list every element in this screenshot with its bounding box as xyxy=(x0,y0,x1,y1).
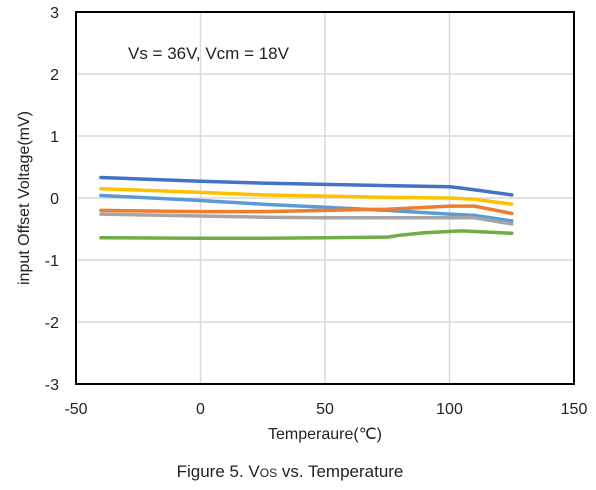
y-tick-label: 1 xyxy=(50,129,59,146)
caption-subscript: OS xyxy=(260,466,277,480)
y-axis-label: input Offset Voltage(mV) xyxy=(16,111,33,285)
x-tick-label: 0 xyxy=(196,401,205,418)
figure-caption: Figure 5. VOS vs. Temperature xyxy=(177,462,404,481)
series-line-4 xyxy=(99,204,514,216)
y-tick-label: 0 xyxy=(50,191,59,208)
axis-layer xyxy=(75,11,575,385)
label-layer: -50 0 50 100 150 -3 -2 -1 0 1 2 3 xyxy=(45,5,588,418)
x-tick-label: 100 xyxy=(436,401,463,418)
caption-suffix: vs. Temperature xyxy=(277,462,403,481)
plot-frame xyxy=(75,11,575,385)
x-tick-label: -50 xyxy=(64,401,87,418)
y-tick-label: -1 xyxy=(45,253,59,270)
series-line-6 xyxy=(99,229,514,241)
chart-annotation: Vs = 36V, Vcm = 18V xyxy=(128,44,290,63)
x-axis-label: Temperaure(℃) xyxy=(268,426,382,443)
series-line-2 xyxy=(99,186,514,206)
x-tick-label: 150 xyxy=(561,401,588,418)
y-tick-label: 2 xyxy=(50,67,59,84)
series-line-5 xyxy=(99,212,514,226)
y-tick-label: -3 xyxy=(45,377,59,394)
y-tick-label: -2 xyxy=(45,315,59,332)
series-layer xyxy=(99,175,514,241)
x-tick-label: 50 xyxy=(316,401,334,418)
y-tick-label: 3 xyxy=(50,5,59,22)
caption-prefix: Figure 5. V xyxy=(177,462,261,481)
series-line-1 xyxy=(99,175,514,197)
